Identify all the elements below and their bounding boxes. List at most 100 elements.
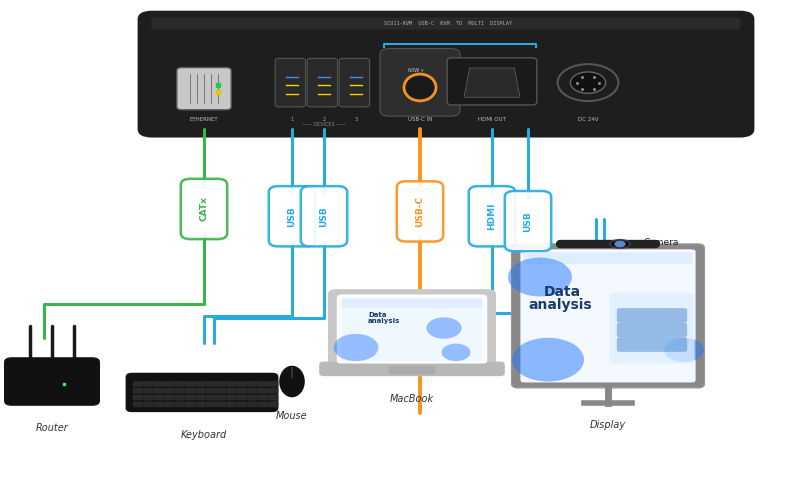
- Circle shape: [558, 64, 618, 101]
- FancyBboxPatch shape: [237, 388, 247, 394]
- FancyBboxPatch shape: [164, 388, 174, 394]
- FancyBboxPatch shape: [226, 395, 237, 400]
- FancyBboxPatch shape: [4, 357, 100, 406]
- Text: DC 24V: DC 24V: [578, 117, 598, 122]
- Text: —— DEVICES ——: —— DEVICES ——: [302, 122, 346, 127]
- FancyBboxPatch shape: [143, 388, 154, 394]
- FancyBboxPatch shape: [268, 401, 278, 407]
- FancyBboxPatch shape: [206, 401, 216, 407]
- FancyBboxPatch shape: [195, 381, 206, 387]
- FancyBboxPatch shape: [143, 395, 154, 400]
- FancyBboxPatch shape: [133, 388, 143, 394]
- FancyBboxPatch shape: [268, 381, 278, 387]
- Text: Data: Data: [368, 312, 386, 318]
- FancyBboxPatch shape: [174, 401, 185, 407]
- Text: 3: 3: [354, 117, 358, 122]
- Text: HDMI: HDMI: [487, 203, 497, 230]
- FancyBboxPatch shape: [216, 401, 226, 407]
- Text: Mouse: Mouse: [276, 411, 308, 421]
- FancyBboxPatch shape: [138, 11, 754, 138]
- Text: 1: 1: [290, 117, 294, 122]
- FancyBboxPatch shape: [469, 186, 515, 246]
- FancyBboxPatch shape: [258, 388, 268, 394]
- FancyBboxPatch shape: [143, 381, 154, 387]
- FancyBboxPatch shape: [258, 401, 268, 407]
- FancyBboxPatch shape: [154, 381, 164, 387]
- FancyBboxPatch shape: [164, 395, 174, 400]
- FancyBboxPatch shape: [341, 297, 483, 362]
- FancyBboxPatch shape: [524, 252, 692, 264]
- Circle shape: [334, 334, 378, 361]
- FancyBboxPatch shape: [206, 395, 216, 400]
- Circle shape: [570, 72, 606, 93]
- FancyBboxPatch shape: [247, 381, 258, 387]
- FancyBboxPatch shape: [185, 401, 195, 407]
- FancyBboxPatch shape: [151, 17, 741, 30]
- FancyBboxPatch shape: [617, 308, 687, 323]
- Text: USB: USB: [319, 206, 329, 226]
- Text: ETHERNET: ETHERNET: [190, 117, 218, 122]
- Text: USB-C IN: USB-C IN: [408, 117, 432, 122]
- FancyBboxPatch shape: [505, 191, 551, 251]
- Polygon shape: [464, 68, 520, 97]
- FancyBboxPatch shape: [154, 388, 164, 394]
- FancyBboxPatch shape: [226, 401, 237, 407]
- Text: Keyboard: Keyboard: [181, 430, 227, 440]
- FancyBboxPatch shape: [258, 381, 268, 387]
- FancyBboxPatch shape: [342, 299, 482, 308]
- FancyBboxPatch shape: [195, 388, 206, 394]
- FancyBboxPatch shape: [319, 362, 505, 376]
- FancyBboxPatch shape: [133, 401, 143, 407]
- FancyBboxPatch shape: [339, 58, 370, 107]
- FancyBboxPatch shape: [447, 58, 537, 105]
- FancyBboxPatch shape: [195, 395, 206, 400]
- FancyBboxPatch shape: [610, 293, 694, 364]
- FancyBboxPatch shape: [164, 401, 174, 407]
- Text: 2: 2: [322, 117, 326, 122]
- Text: USB: USB: [287, 206, 297, 226]
- Circle shape: [426, 317, 462, 339]
- FancyBboxPatch shape: [389, 365, 435, 374]
- FancyBboxPatch shape: [617, 337, 687, 352]
- FancyBboxPatch shape: [174, 395, 185, 400]
- FancyBboxPatch shape: [237, 401, 247, 407]
- Text: CATx: CATx: [199, 196, 209, 222]
- FancyBboxPatch shape: [268, 395, 278, 400]
- FancyBboxPatch shape: [247, 388, 258, 394]
- FancyBboxPatch shape: [164, 381, 174, 387]
- FancyBboxPatch shape: [185, 388, 195, 394]
- FancyBboxPatch shape: [275, 58, 306, 107]
- FancyBboxPatch shape: [301, 186, 347, 246]
- FancyBboxPatch shape: [185, 381, 195, 387]
- Circle shape: [614, 241, 626, 247]
- FancyBboxPatch shape: [174, 388, 185, 394]
- Text: Router: Router: [36, 423, 68, 433]
- FancyBboxPatch shape: [133, 395, 143, 400]
- Text: Camera: Camera: [644, 238, 679, 247]
- FancyBboxPatch shape: [154, 401, 164, 407]
- FancyBboxPatch shape: [337, 295, 487, 364]
- FancyBboxPatch shape: [181, 179, 227, 239]
- Circle shape: [442, 344, 470, 361]
- Text: MacBook: MacBook: [390, 394, 434, 404]
- FancyBboxPatch shape: [185, 395, 195, 400]
- FancyBboxPatch shape: [380, 49, 460, 116]
- FancyBboxPatch shape: [206, 381, 216, 387]
- FancyBboxPatch shape: [520, 249, 695, 382]
- Circle shape: [512, 338, 584, 382]
- Circle shape: [508, 258, 572, 296]
- FancyBboxPatch shape: [177, 68, 231, 110]
- Ellipse shape: [279, 365, 305, 398]
- Text: USB-C: USB-C: [415, 196, 425, 227]
- FancyBboxPatch shape: [247, 395, 258, 400]
- Text: HDMI OUT: HDMI OUT: [478, 117, 506, 122]
- Text: SCU11-KVM  USB-C  KVM  TO  MULTI  DISPLAY: SCU11-KVM USB-C KVM TO MULTI DISPLAY: [384, 21, 512, 26]
- FancyBboxPatch shape: [216, 395, 226, 400]
- FancyBboxPatch shape: [269, 186, 315, 246]
- FancyBboxPatch shape: [226, 388, 237, 394]
- Text: analysis: analysis: [528, 297, 592, 312]
- FancyBboxPatch shape: [258, 395, 268, 400]
- FancyBboxPatch shape: [143, 401, 154, 407]
- FancyBboxPatch shape: [268, 388, 278, 394]
- FancyBboxPatch shape: [216, 381, 226, 387]
